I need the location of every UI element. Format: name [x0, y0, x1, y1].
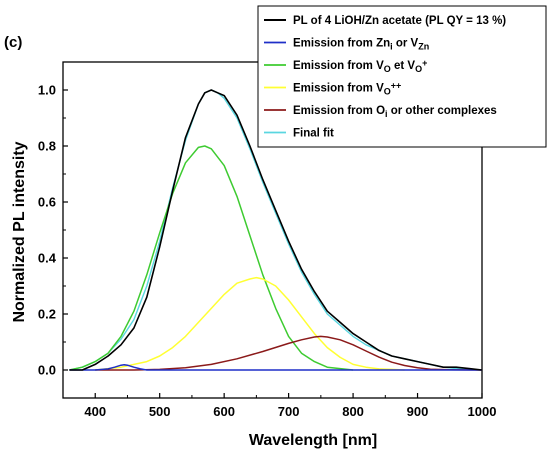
x-tick-label: 900 [407, 404, 429, 419]
legend-text-part: O [415, 64, 422, 74]
y-tick-label: 0.0 [38, 363, 56, 378]
x-tick-label: 1000 [468, 404, 497, 419]
y-axis-title: Normalized PL intensity [11, 141, 28, 322]
legend-text-part: O [384, 86, 391, 96]
legend-text-part: or other complexes [388, 105, 497, 117]
legend-text-part: + [422, 58, 427, 68]
series-line-0 [69, 89, 483, 371]
legend-text-part: Emission from O [293, 105, 385, 117]
y-axis: 0.0 0.2 0.4 0.6 0.8 1.0 [38, 61, 68, 399]
legend-text-part: Final fit [293, 128, 334, 140]
legend-entry-2: Emission from VO et VO+ [293, 58, 427, 74]
legend-box [257, 5, 547, 148]
legend-entry-0: PL of 4 LiOH/Zn acetate (PL QY = 13 %) [293, 15, 506, 27]
series-line-1 [69, 363, 482, 371]
series-line-2 [69, 145, 354, 371]
x-axis: 400 500 600 700 800 900 1000 [62, 393, 497, 419]
y-tick-label: 0.4 [38, 251, 57, 266]
legend-text-part: i [385, 109, 388, 119]
series-line-3 [95, 276, 405, 371]
legend-text-part: PL of 4 LiOH/Zn acetate (PL QY = 13 %) [293, 15, 506, 27]
y-tick-label: 0.8 [38, 139, 56, 154]
legend-text-part: Zn [418, 41, 429, 51]
x-tick-label: 700 [278, 404, 300, 419]
legend-text-part: or V [393, 38, 419, 50]
legend-text-part: O [384, 64, 391, 74]
legend-entry-3: Emission from VO++ [293, 80, 401, 96]
y-tick-label: 0.6 [38, 195, 56, 210]
series-line-4 [95, 335, 483, 371]
panel-label: (c) [4, 34, 22, 51]
legend-text-part: Emission from Zn [293, 38, 390, 50]
x-tick-label: 400 [84, 404, 106, 419]
x-tick-label: 600 [213, 404, 235, 419]
legend: PL of 4 LiOH/Zn acetate (PL QY = 13 %) Em… [257, 5, 547, 148]
legend-text-part: ++ [391, 80, 402, 90]
x-tick-label: 500 [149, 404, 171, 419]
legend-text-part: i [390, 41, 393, 51]
plot-area: 400 500 600 700 800 900 1000 0.0 0.2 0.4 0.6 0.8 1.… [38, 61, 497, 419]
x-tick-label: 800 [342, 404, 364, 419]
legend-text-part: et V [391, 60, 416, 72]
series-layer [69, 89, 483, 371]
legend-text-part: Emission from V [293, 83, 384, 95]
y-tick-label: 0.2 [38, 307, 56, 322]
legend-entry-5: Final fit [293, 128, 334, 140]
legend-entry-4: Emission from Oi or other complexes [293, 105, 497, 119]
legend-entry-1: Emission from Zni or VZn [293, 38, 429, 52]
x-axis-title: Wavelength [nm] [249, 432, 377, 449]
y-tick-label: 1.0 [38, 83, 56, 98]
legend-text-part: Emission from V [293, 60, 384, 72]
